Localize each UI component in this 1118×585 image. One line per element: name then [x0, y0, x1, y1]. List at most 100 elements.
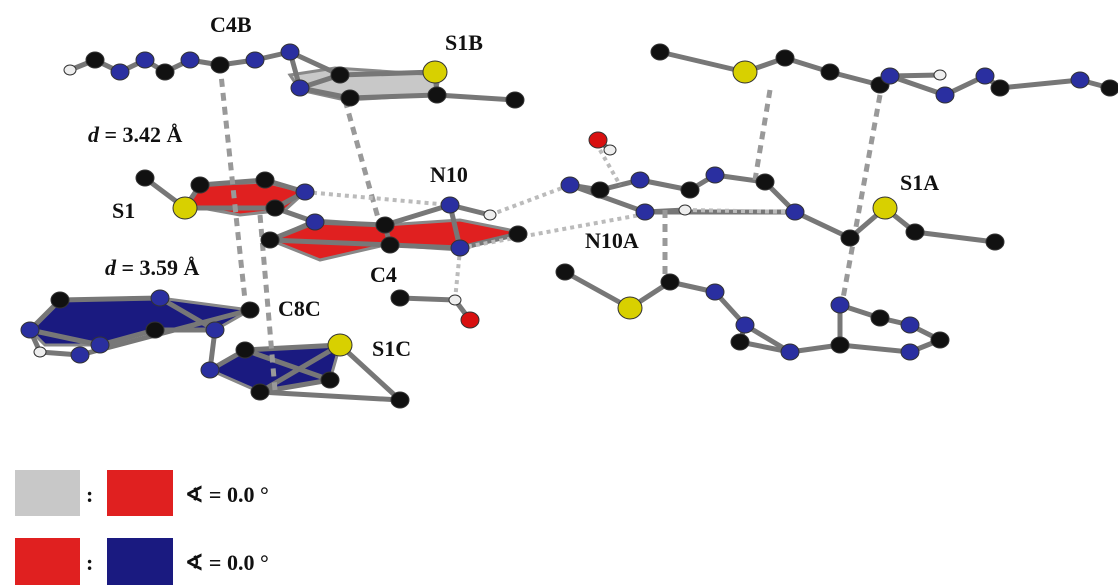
atom — [340, 89, 360, 107]
atom — [785, 203, 805, 221]
atom — [483, 209, 497, 221]
bond — [657, 49, 748, 75]
atom — [255, 171, 275, 189]
atom — [135, 169, 155, 187]
atom-label: S1A — [900, 170, 939, 195]
stacking-contact — [837, 94, 883, 316]
atom — [380, 236, 400, 254]
distance-label: d = 3.59 Å — [105, 255, 200, 280]
atom — [145, 321, 165, 339]
bond — [997, 77, 1083, 91]
atom — [135, 51, 155, 69]
atom — [588, 131, 608, 149]
atom — [20, 321, 40, 339]
legend-swatch — [15, 538, 80, 585]
bond — [267, 237, 393, 248]
atom — [830, 296, 850, 314]
atom — [730, 333, 750, 351]
atom — [560, 176, 580, 194]
atom — [820, 63, 840, 81]
atom — [840, 229, 860, 247]
bond — [562, 269, 633, 311]
bond — [157, 295, 218, 333]
atom — [205, 321, 225, 339]
legend: : ∢ = 0.0 ° : ∢ = 0.0 ° — [15, 470, 269, 585]
atom — [990, 79, 1010, 97]
bond — [242, 347, 333, 383]
atom-label: C4 — [370, 262, 397, 287]
atom-label: C8C — [278, 296, 321, 321]
atom — [150, 289, 170, 307]
atom — [305, 213, 325, 231]
bond — [312, 219, 388, 228]
bond — [57, 295, 163, 303]
bond — [387, 242, 463, 251]
atom — [320, 371, 340, 389]
hydrogen-bond — [304, 190, 451, 207]
atom — [975, 67, 995, 85]
atom — [260, 231, 280, 249]
legend-swatch — [15, 470, 80, 516]
bond — [567, 182, 648, 215]
atom — [900, 343, 920, 361]
atom — [422, 60, 448, 84]
atom-label: S1C — [372, 336, 411, 361]
atom — [265, 199, 285, 217]
atom — [705, 283, 725, 301]
atom — [880, 67, 900, 85]
legend-separator: : — [86, 550, 93, 575]
atom — [735, 316, 755, 334]
bond — [242, 342, 343, 353]
hydrogen-bond — [684, 208, 796, 214]
hydrogen-bond — [598, 149, 622, 186]
distance-symbol: d — [88, 122, 100, 147]
bond — [912, 229, 998, 245]
atom — [870, 309, 890, 327]
atom — [830, 336, 850, 354]
atom — [985, 233, 1005, 251]
distance-value: = 3.59 Å — [122, 255, 200, 280]
atom — [90, 336, 110, 354]
atom — [705, 166, 725, 184]
atom — [427, 86, 447, 104]
hydrogen-bond — [489, 183, 571, 217]
atom — [450, 239, 470, 257]
atom — [872, 196, 898, 220]
bond — [337, 342, 403, 403]
atom — [200, 361, 220, 379]
atom — [900, 316, 920, 334]
bonds — [27, 49, 1113, 403]
atom — [1070, 71, 1090, 89]
bond — [837, 342, 913, 355]
atom — [172, 196, 198, 220]
atom — [375, 216, 395, 234]
atom — [290, 79, 310, 97]
atom — [505, 91, 525, 109]
bond — [382, 202, 453, 228]
atom — [330, 66, 350, 84]
atoms — [20, 43, 1118, 409]
stacking-contact — [752, 89, 773, 181]
bond — [97, 327, 158, 348]
legend-separator: : — [86, 482, 93, 507]
legend-swatch — [107, 470, 173, 516]
atom — [933, 69, 947, 81]
bond — [347, 92, 440, 101]
atom-label: S1 — [112, 198, 135, 223]
atom — [590, 181, 610, 199]
atom — [755, 173, 775, 191]
atom — [508, 225, 528, 243]
atom — [63, 64, 77, 76]
legend-swatch — [107, 538, 173, 585]
atom — [678, 204, 692, 216]
atom — [460, 311, 480, 329]
atom — [280, 43, 300, 61]
distance-value: = 3.42 Å — [105, 122, 183, 147]
atom-label: C4B — [210, 12, 252, 37]
atom — [295, 183, 315, 201]
atom — [935, 86, 955, 104]
bond — [257, 389, 403, 403]
atom — [33, 346, 47, 358]
atom — [190, 176, 210, 194]
